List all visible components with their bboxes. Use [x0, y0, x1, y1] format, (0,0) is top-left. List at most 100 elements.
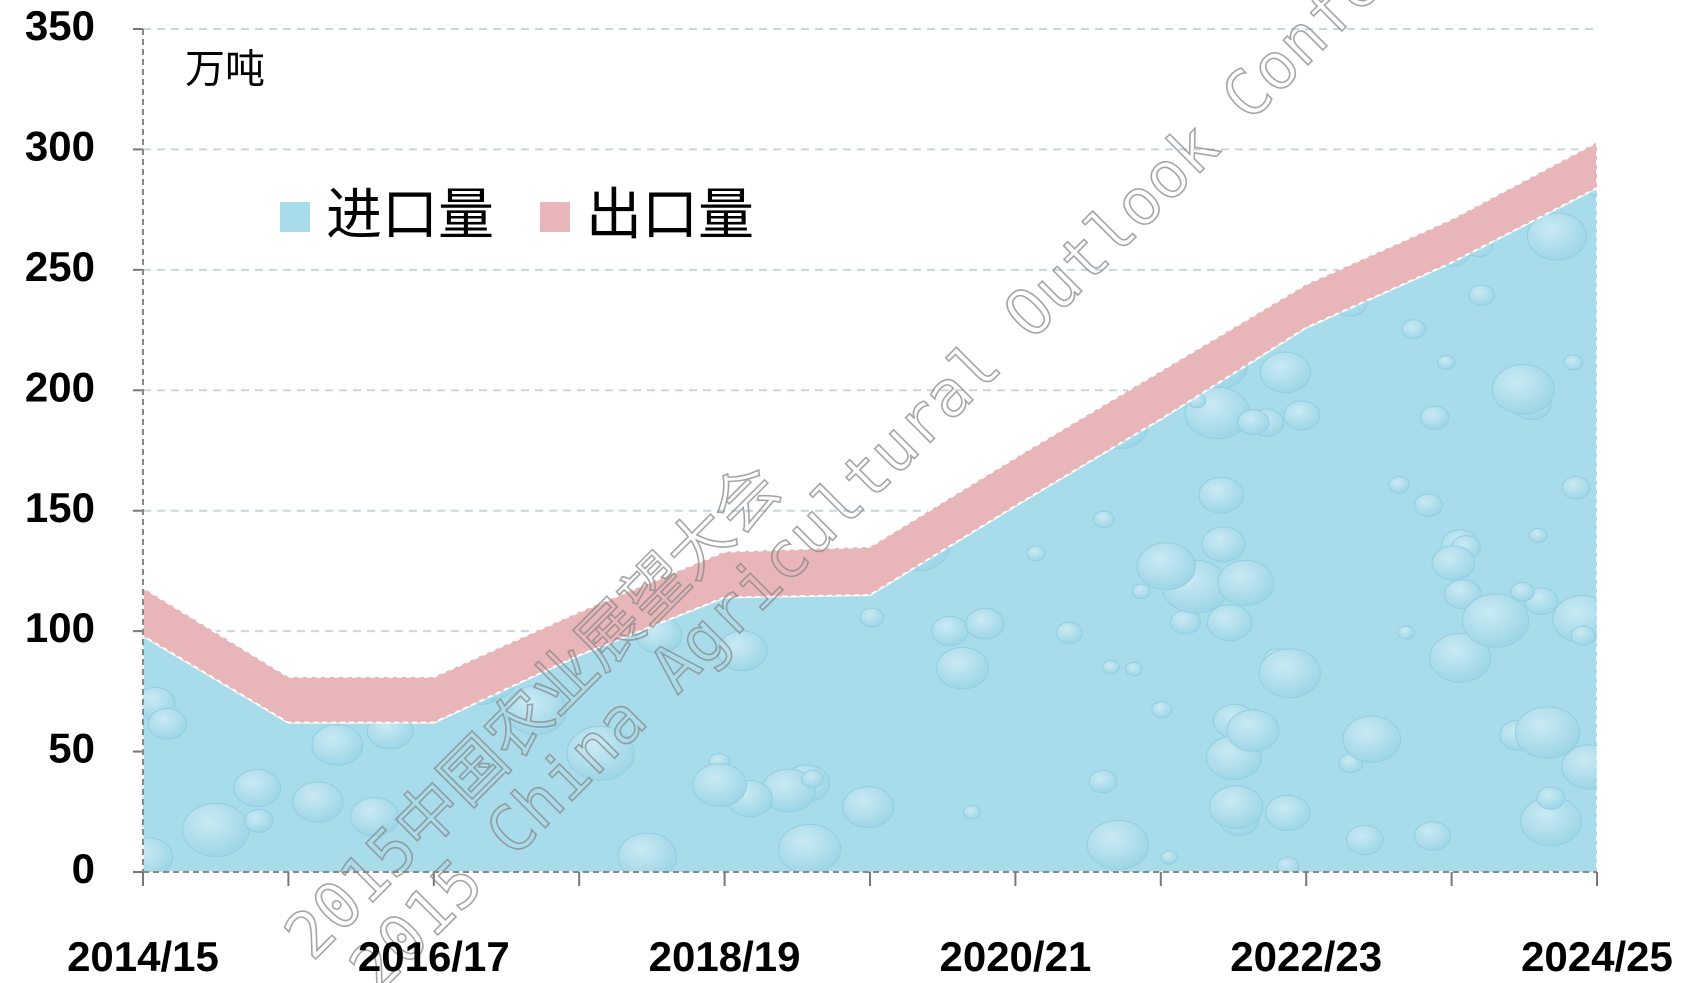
- droplet: [1086, 819, 1150, 870]
- droplet: [1468, 284, 1495, 307]
- droplet: [1429, 632, 1492, 683]
- droplet: [293, 425, 354, 474]
- droplet: [794, 270, 837, 305]
- droplet: [1345, 824, 1384, 856]
- droplet: [717, 630, 768, 672]
- droplet: [263, 573, 298, 602]
- droplet: [1224, 210, 1263, 241]
- droplet: [285, 460, 352, 514]
- droplet: [182, 802, 250, 857]
- droplet: [1131, 583, 1151, 600]
- droplet: [1561, 476, 1591, 500]
- droplet: [936, 646, 990, 690]
- droplet: [233, 768, 282, 808]
- droplet: [1563, 354, 1584, 371]
- droplet: [256, 315, 281, 335]
- droplet: [1217, 559, 1275, 606]
- droplet: [1181, 234, 1222, 267]
- droplet: [778, 823, 842, 873]
- droplet: [833, 318, 884, 359]
- droplet: [1514, 706, 1581, 759]
- droplet: [1125, 661, 1143, 677]
- droplet: [485, 440, 530, 476]
- droplet: [1414, 821, 1451, 851]
- droplet: [494, 589, 535, 622]
- droplet: [268, 514, 287, 530]
- x-tick-label: 2024/25: [1521, 933, 1673, 980]
- droplet: [1561, 744, 1597, 790]
- y-tick-label: 350: [25, 2, 95, 49]
- droplet: [1397, 625, 1415, 640]
- droplet: [859, 607, 885, 628]
- x-tick-label: 2016/17: [358, 933, 510, 980]
- droplet: [1151, 701, 1173, 719]
- droplet: [1401, 319, 1427, 340]
- droplet: [316, 414, 382, 467]
- droplet: [350, 796, 400, 837]
- droplet: [1510, 581, 1535, 602]
- droplet: [617, 317, 673, 362]
- droplet: [239, 187, 285, 212]
- droplet: [527, 409, 562, 437]
- droplet: [333, 286, 351, 300]
- droplet: [1088, 769, 1118, 794]
- droplet: [1258, 648, 1321, 699]
- droplet: [570, 329, 615, 365]
- droplet: [1342, 715, 1402, 763]
- y-tick-label: 200: [25, 363, 95, 410]
- droplet: [295, 397, 318, 416]
- droplet: [482, 249, 517, 278]
- droplet: [1026, 545, 1047, 562]
- droplet: [483, 284, 509, 305]
- droplet: [395, 451, 441, 488]
- droplet: [965, 607, 1005, 640]
- droplet: [860, 213, 910, 253]
- area: [142, 140, 1598, 724]
- x-tick-label: 2014/15: [67, 933, 219, 980]
- droplet: [788, 233, 808, 250]
- droplet: [448, 551, 497, 591]
- droplet: [160, 388, 196, 418]
- droplet: [759, 422, 805, 459]
- droplet: [245, 275, 288, 310]
- droplet: [795, 242, 855, 290]
- droplet: [1055, 621, 1083, 644]
- droplet: [476, 468, 520, 504]
- droplet: [310, 387, 354, 422]
- droplet: [713, 371, 773, 420]
- y-tick-label: 50: [48, 725, 95, 772]
- legend-label: 进口量: [326, 183, 494, 246]
- droplet: [1419, 405, 1450, 430]
- droplet: [143, 837, 174, 873]
- droplet: [244, 809, 274, 833]
- droplet: [635, 438, 688, 480]
- droplet: [697, 347, 746, 386]
- droplet: [292, 781, 344, 823]
- droplet: [1208, 785, 1264, 829]
- droplet: [1265, 794, 1311, 832]
- droplet: [1437, 354, 1456, 370]
- x-tick-label: 2020/21: [939, 933, 1091, 980]
- droplet: [1093, 510, 1115, 529]
- legend-label: 出口量: [586, 183, 754, 246]
- droplet: [1461, 593, 1530, 648]
- droplet: [365, 352, 408, 388]
- droplet: [1491, 364, 1555, 415]
- droplet: [711, 352, 770, 400]
- y-tick-label: 100: [25, 604, 95, 651]
- droplet: [381, 633, 415, 660]
- droplet: [1294, 262, 1318, 282]
- droplet: [1206, 604, 1253, 642]
- droplet: [147, 708, 187, 740]
- x-tick-label: 2018/19: [649, 933, 801, 980]
- droplet: [535, 187, 576, 196]
- droplet: [143, 300, 172, 340]
- droplet: [1276, 856, 1300, 873]
- droplet: [617, 832, 677, 873]
- droplet: [1106, 363, 1133, 385]
- droplet: [231, 460, 255, 479]
- droplet: [692, 762, 747, 807]
- y-tick-label: 150: [25, 484, 95, 531]
- droplet: [566, 725, 635, 781]
